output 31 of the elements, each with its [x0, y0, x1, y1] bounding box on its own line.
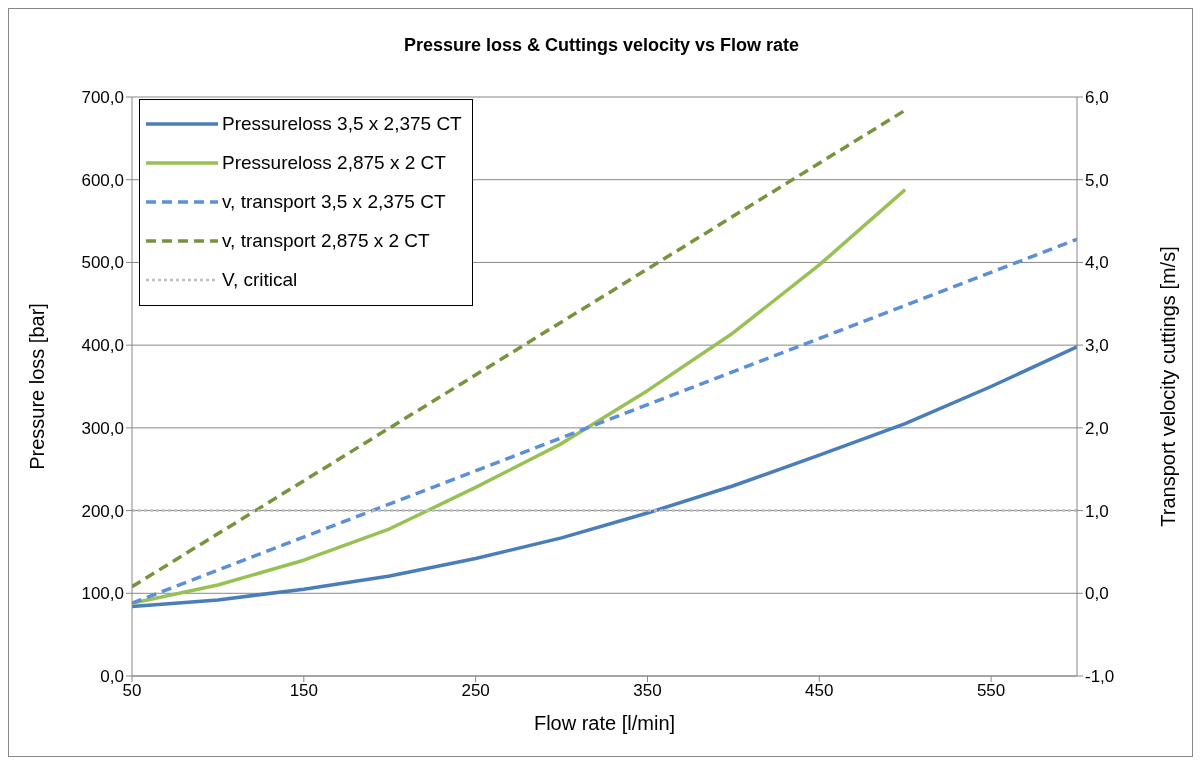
- legend-label: v, transport 2,875 x 2 CT: [222, 229, 430, 252]
- x-axis-title: Flow rate [l/min]: [533, 712, 676, 734]
- y2-axis-title: Transport velocity cuttings [m/s]: [1157, 246, 1180, 527]
- legend-label: v, transport 3,5 x 2,375 CT: [222, 190, 446, 213]
- x-tick-label: 550: [976, 681, 1006, 701]
- y2-tick-label: 4,0: [1085, 253, 1109, 273]
- y2-tick-label: 5,0: [1085, 170, 1109, 190]
- y-tick-label: 500,0: [81, 253, 124, 273]
- y-tick-label: 200,0: [81, 501, 124, 521]
- x-tick-label: 250: [461, 681, 490, 701]
- chart-title: Pressure loss & Cuttings velocity vs Flow rate: [402, 35, 801, 56]
- y-tick-label: 400,0: [81, 336, 124, 356]
- legend-label: V, critical: [222, 268, 298, 291]
- y-tick-label: 600,0: [81, 170, 124, 190]
- legend-label: Pressureloss 3,5 x 2,375 CT: [222, 112, 462, 135]
- x-tick-label: 350: [633, 681, 662, 701]
- x-tick-label: 450: [805, 681, 834, 701]
- y-tick-label: 700,0: [81, 88, 124, 108]
- y-tick-label: 100,0: [81, 584, 124, 604]
- y-tick-label: 0,0: [100, 667, 124, 687]
- y2-tick-label: 6,0: [1085, 88, 1109, 108]
- y2-tick-label: -1,0: [1085, 667, 1115, 687]
- x-tick-label: 150: [289, 681, 319, 701]
- x-tick-label: 50: [122, 681, 142, 701]
- y-axis-title: Pressure loss [bar]: [26, 303, 49, 470]
- y2-tick-label: 1,0: [1085, 501, 1109, 521]
- y2-tick-label: 3,0: [1085, 336, 1109, 356]
- y-tick-label: 300,0: [81, 418, 124, 438]
- y2-tick-label: 0,0: [1085, 584, 1109, 604]
- y2-tick-label: 2,0: [1085, 418, 1109, 438]
- legend-label: Pressureloss 2,875 x 2 CT: [222, 151, 446, 174]
